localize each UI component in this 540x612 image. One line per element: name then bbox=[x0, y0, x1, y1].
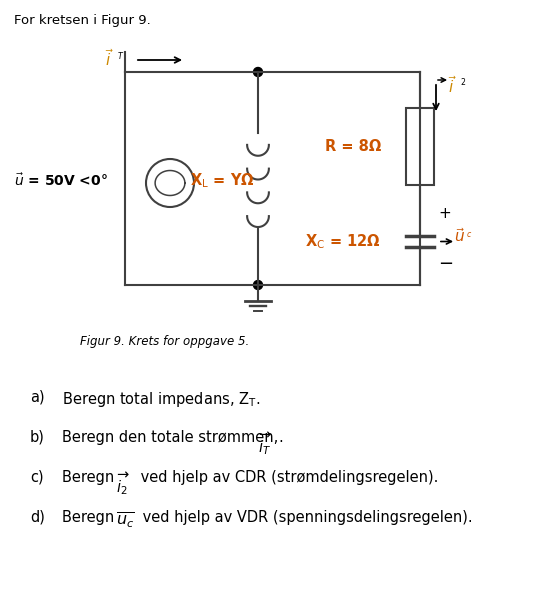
Text: Beregn: Beregn bbox=[62, 470, 119, 485]
Circle shape bbox=[253, 67, 262, 76]
Text: X$_\mathrm{L}$ = YΩ: X$_\mathrm{L}$ = YΩ bbox=[190, 171, 255, 190]
Bar bbox=[406, 108, 434, 185]
Text: +: + bbox=[438, 206, 451, 221]
Text: $\overline{u_c}$: $\overline{u_c}$ bbox=[116, 510, 135, 530]
Text: ved hjelp av CDR (strømdelingsregelen).: ved hjelp av CDR (strømdelingsregelen). bbox=[136, 470, 438, 485]
Text: d): d) bbox=[30, 510, 45, 525]
Text: $\vec{u}$ = 50V <0°: $\vec{u}$ = 50V <0° bbox=[14, 173, 108, 189]
Text: b): b) bbox=[30, 430, 45, 445]
Text: Beregn total impedans, Z$_\mathrm{T}$.: Beregn total impedans, Z$_\mathrm{T}$. bbox=[62, 390, 260, 409]
Text: $_T$: $_T$ bbox=[117, 51, 124, 64]
Text: −: − bbox=[438, 255, 453, 272]
Text: .: . bbox=[278, 430, 283, 445]
Text: Figur 9. Krets for oppgave 5.: Figur 9. Krets for oppgave 5. bbox=[80, 335, 249, 348]
Text: $\overrightarrow{i_T}$: $\overrightarrow{i_T}$ bbox=[258, 430, 272, 457]
Text: $_2$: $_2$ bbox=[460, 77, 466, 89]
Text: Beregn den totale strømmen,: Beregn den totale strømmen, bbox=[62, 430, 283, 445]
Text: For kretsen i Figur 9.: For kretsen i Figur 9. bbox=[14, 14, 151, 27]
Text: $_c$: $_c$ bbox=[466, 231, 472, 241]
Text: $\vec{i}$: $\vec{i}$ bbox=[105, 48, 114, 69]
Text: $\overrightarrow{i_2}$: $\overrightarrow{i_2}$ bbox=[116, 470, 131, 497]
Text: R = 8Ω: R = 8Ω bbox=[325, 139, 381, 154]
Circle shape bbox=[253, 280, 262, 289]
Text: X$_\mathrm{C}$ = 12Ω: X$_\mathrm{C}$ = 12Ω bbox=[305, 232, 381, 251]
Text: Beregn: Beregn bbox=[62, 510, 119, 525]
Text: c): c) bbox=[30, 470, 44, 485]
Text: a): a) bbox=[30, 390, 45, 405]
Text: ved hjelp av VDR (spenningsdelingsregelen).: ved hjelp av VDR (spenningsdelingsregele… bbox=[138, 510, 472, 525]
Text: $\vec{i}$: $\vec{i}$ bbox=[448, 75, 457, 96]
Text: $\vec{u}$: $\vec{u}$ bbox=[454, 228, 465, 245]
